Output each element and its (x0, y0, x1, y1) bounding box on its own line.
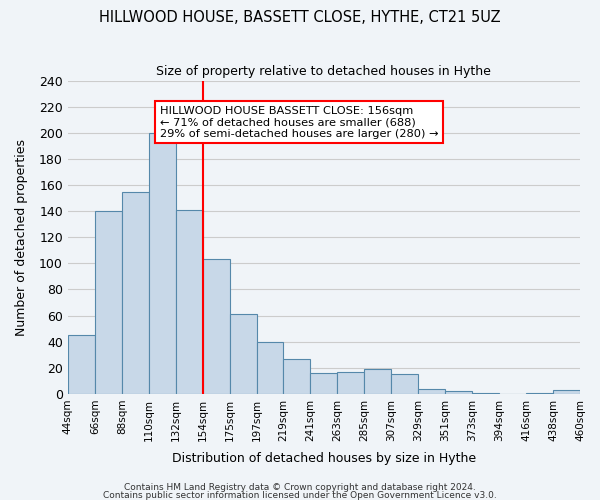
Bar (203, 260, 230, 394)
Bar (391, 374, 418, 394)
Text: Contains HM Land Registry data © Crown copyright and database right 2024.: Contains HM Land Registry data © Crown c… (124, 483, 476, 492)
Bar (553, 390, 580, 394)
Text: Contains public sector information licensed under the Open Government Licence v3: Contains public sector information licen… (103, 490, 497, 500)
Bar (257, 342, 283, 394)
Title: Size of property relative to detached houses in Hythe: Size of property relative to detached ho… (157, 65, 491, 78)
Bar (149, 133, 176, 394)
Bar (310, 373, 337, 394)
X-axis label: Distribution of detached houses by size in Hythe: Distribution of detached houses by size … (172, 452, 476, 465)
Bar (364, 369, 391, 394)
Bar (68, 335, 95, 394)
Bar (526, 392, 553, 394)
Bar (122, 192, 149, 394)
Bar (418, 388, 445, 394)
Text: HILLWOOD HOUSE, BASSETT CLOSE, HYTHE, CT21 5UZ: HILLWOOD HOUSE, BASSETT CLOSE, HYTHE, CT… (99, 10, 501, 25)
Text: HILLWOOD HOUSE BASSETT CLOSE: 156sqm
← 71% of detached houses are smaller (688)
: HILLWOOD HOUSE BASSETT CLOSE: 156sqm ← 7… (160, 106, 439, 139)
Bar (472, 392, 499, 394)
Bar (176, 210, 203, 394)
Bar (230, 314, 257, 394)
Bar (95, 211, 122, 394)
Bar (283, 358, 310, 394)
Y-axis label: Number of detached properties: Number of detached properties (15, 138, 28, 336)
Bar (337, 372, 364, 394)
Bar (445, 392, 472, 394)
